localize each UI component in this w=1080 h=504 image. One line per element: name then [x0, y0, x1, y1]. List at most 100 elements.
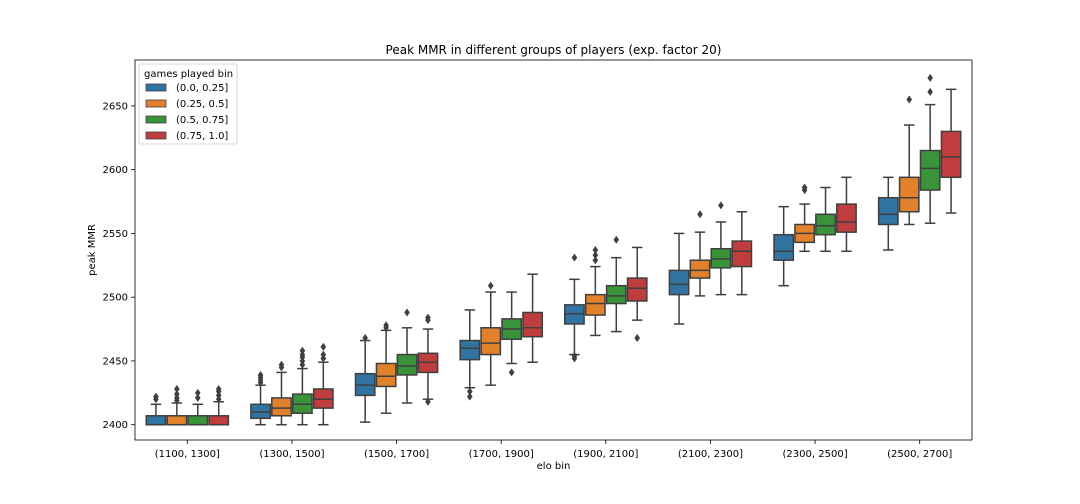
box-iqr [919, 149, 941, 191]
outlier-point [697, 210, 703, 219]
box-iqr [626, 277, 648, 302]
y-axis-label: peak MMR [87, 224, 98, 276]
outlier-point [467, 392, 473, 401]
box-iqr [396, 353, 418, 376]
y-tick-label: 2600 [103, 165, 128, 176]
box-0-3 [208, 384, 230, 426]
outlier-point [278, 360, 285, 369]
outlier-point [571, 253, 578, 262]
box-0-2 [187, 388, 209, 426]
legend-swatch [145, 83, 167, 92]
outlier-point [467, 387, 473, 396]
box-iqr [898, 176, 920, 213]
outlier-point [425, 313, 431, 322]
y-tick-label: 2400 [103, 420, 128, 431]
outlier-point [383, 321, 389, 330]
x-tick-label: (1300, 1500] [259, 449, 324, 460]
box-iqr [836, 203, 857, 233]
outlier-point [320, 342, 327, 351]
outlier-point [404, 308, 410, 317]
outlier-point [320, 350, 327, 359]
plot-frame [134, 59, 973, 441]
outlier-point [634, 333, 640, 342]
box-5-1 [689, 210, 711, 297]
box-iqr [208, 415, 230, 426]
x-tick-label: (1700, 1900] [469, 449, 534, 460]
box-4-3 [626, 246, 648, 342]
box-6-3 [836, 176, 857, 253]
outlier-point [927, 73, 933, 82]
box-iqr [145, 415, 167, 426]
legend-entry: (0.0, 0.25] [176, 83, 228, 94]
box-6-2 [815, 186, 836, 253]
box-iqr [459, 339, 481, 361]
box-0-0 [145, 392, 167, 426]
outlier-point [194, 388, 201, 397]
box-5-3 [731, 210, 753, 296]
legend-swatch [145, 131, 167, 140]
x-tick-label: (1500, 1700] [364, 449, 429, 460]
y-tick-label: 2550 [103, 229, 128, 240]
box-iqr [877, 196, 899, 226]
box-iqr [480, 327, 502, 356]
box-0-1 [166, 384, 188, 426]
legend-entry: (0.75, 1.0] [176, 131, 228, 142]
box-3-1 [480, 281, 502, 386]
chart-title: Peak MMR in different groups of players … [386, 43, 722, 57]
x-axis-label: elo bin [537, 461, 571, 472]
y-tick-label: 2500 [103, 293, 128, 304]
outlier-point [174, 390, 180, 399]
y-axis: 2400 2450 2500 2550 2600 2650 [103, 101, 135, 431]
legend-swatch [145, 115, 167, 124]
box-7-0 [877, 176, 899, 251]
plot-area [145, 73, 962, 426]
box-1-2 [291, 346, 313, 426]
box-7-3 [940, 88, 962, 214]
box-3-0 [459, 309, 481, 401]
legend: games played bin (0.0, 0.25] (0.25, 0.5] (… [138, 63, 238, 145]
box-iqr [668, 269, 690, 296]
outlier-point [613, 235, 620, 244]
outlier-point [299, 346, 306, 355]
box-6-1 [794, 183, 816, 253]
box-iqr [187, 415, 209, 426]
legend-entry: (0.5, 0.75] [176, 115, 228, 126]
outlier-point [153, 392, 159, 401]
box-1-0 [250, 370, 271, 426]
legend-entry: (0.25, 0.5] [176, 99, 228, 110]
box-iqr [522, 311, 543, 338]
box-4-2 [605, 235, 627, 333]
outlier-point [592, 256, 599, 265]
box-2-2 [396, 308, 418, 404]
box-4-0 [564, 253, 585, 363]
x-axis: (1100, 1300] (1300, 1500] (1500, 1700] (170… [155, 440, 952, 460]
box-iqr [731, 240, 753, 268]
box-3-3 [522, 273, 543, 363]
outlier-point [906, 95, 913, 104]
box-iqr [271, 397, 292, 417]
outlier-point [487, 281, 494, 290]
box-iqr [773, 233, 795, 261]
x-tick-label: (2100, 2300] [678, 449, 743, 460]
x-tick-label: (2500, 2700] [887, 449, 952, 460]
outlier-point [508, 368, 515, 377]
y-tick-label: 2650 [103, 101, 128, 112]
box-5-0 [668, 232, 690, 325]
box-7-2 [919, 73, 941, 224]
x-tick-label: (1900, 2100] [573, 449, 638, 460]
outlier-point [718, 201, 724, 210]
box-iqr [166, 415, 188, 426]
box-iqr [375, 362, 397, 388]
outlier-point [257, 370, 264, 379]
y-tick-label: 2450 [103, 356, 128, 367]
outlier-point [425, 397, 431, 406]
box-6-0 [773, 205, 795, 287]
outlier-point [194, 393, 201, 402]
box-7-1 [898, 95, 920, 226]
box-2-3 [417, 313, 439, 406]
outlier-point [215, 384, 222, 393]
box-3-2 [501, 291, 523, 377]
box-iqr [584, 293, 606, 316]
box-iqr [940, 130, 962, 179]
